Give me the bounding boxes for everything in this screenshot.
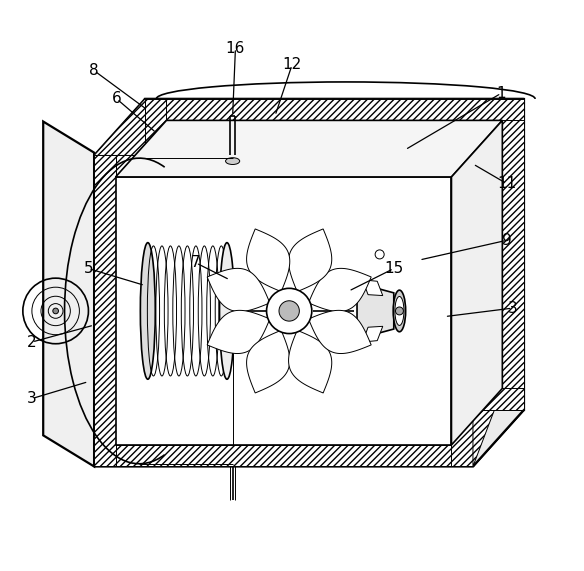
Text: 15: 15 (384, 261, 404, 276)
Polygon shape (451, 155, 473, 467)
Polygon shape (502, 99, 524, 410)
Text: 3: 3 (27, 391, 37, 406)
Polygon shape (246, 330, 290, 393)
Ellipse shape (220, 243, 234, 379)
Polygon shape (246, 229, 290, 292)
Text: 5: 5 (84, 261, 93, 276)
Polygon shape (308, 310, 371, 353)
Circle shape (53, 308, 58, 314)
Polygon shape (116, 120, 502, 177)
Text: 2: 2 (27, 335, 37, 349)
Circle shape (375, 250, 384, 259)
Polygon shape (288, 330, 332, 393)
Polygon shape (145, 388, 524, 410)
Text: 16: 16 (226, 41, 245, 55)
Text: 8: 8 (89, 63, 99, 78)
Polygon shape (145, 99, 166, 410)
Text: 6: 6 (112, 91, 121, 106)
Polygon shape (94, 155, 473, 177)
Ellipse shape (395, 296, 404, 325)
Polygon shape (473, 99, 524, 467)
Polygon shape (145, 99, 524, 120)
Ellipse shape (225, 158, 239, 164)
Text: 7: 7 (191, 255, 201, 271)
Polygon shape (451, 120, 502, 445)
Polygon shape (473, 99, 495, 467)
Polygon shape (207, 268, 270, 312)
Polygon shape (357, 283, 394, 339)
Text: 11: 11 (497, 176, 516, 191)
Circle shape (395, 307, 404, 315)
Polygon shape (94, 155, 116, 467)
Circle shape (266, 288, 312, 333)
Polygon shape (288, 229, 332, 292)
Polygon shape (94, 410, 524, 467)
Polygon shape (363, 326, 383, 342)
Polygon shape (94, 155, 473, 467)
Polygon shape (145, 99, 524, 410)
Polygon shape (363, 280, 383, 296)
Polygon shape (94, 445, 473, 467)
Polygon shape (207, 310, 270, 353)
Circle shape (279, 301, 300, 321)
Polygon shape (94, 99, 524, 155)
Text: 12: 12 (283, 58, 301, 73)
Ellipse shape (140, 243, 155, 379)
Polygon shape (308, 268, 371, 312)
Polygon shape (43, 122, 94, 467)
Text: 3: 3 (507, 300, 517, 316)
Polygon shape (94, 99, 524, 155)
Polygon shape (116, 177, 451, 445)
Polygon shape (94, 410, 524, 467)
Text: 1: 1 (496, 86, 506, 100)
Text: 9: 9 (502, 233, 512, 248)
Ellipse shape (393, 290, 406, 332)
